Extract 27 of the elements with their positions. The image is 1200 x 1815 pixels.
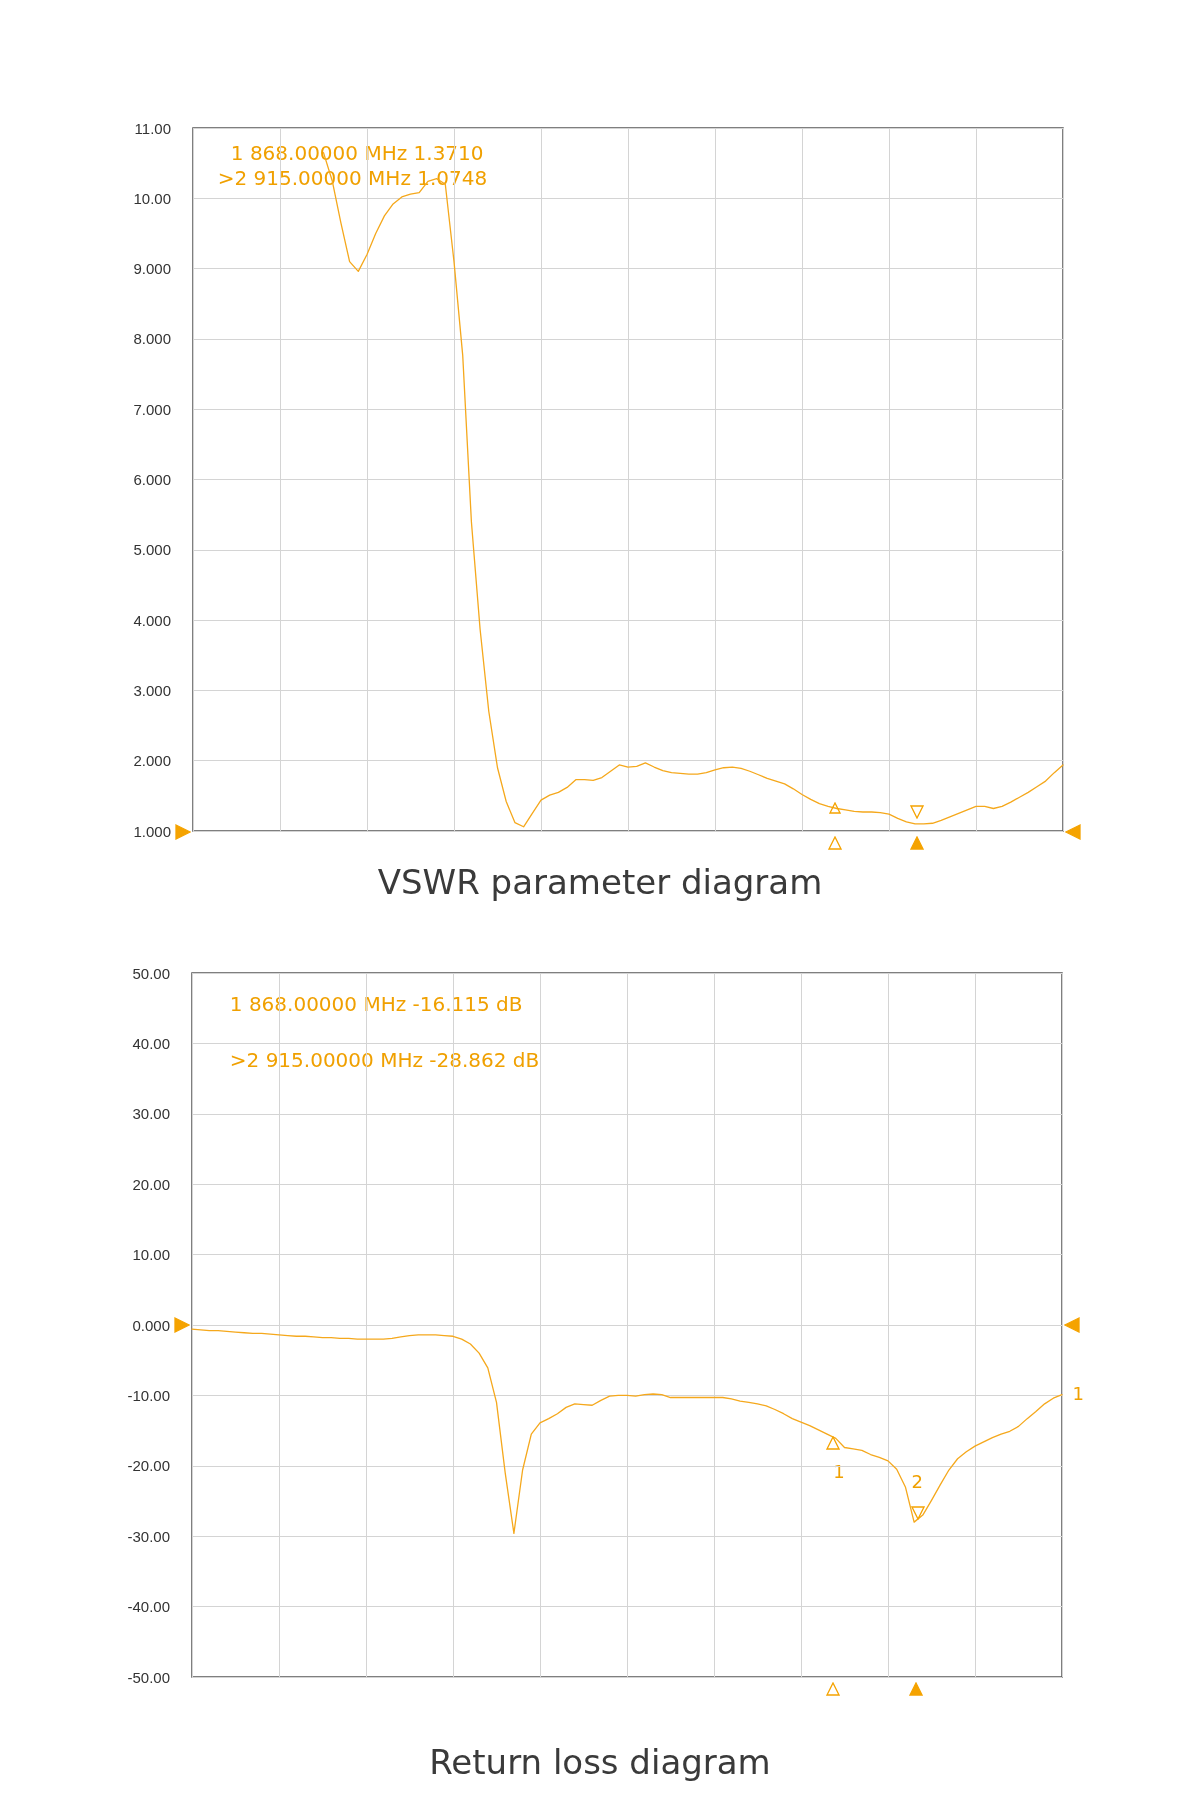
y-tick-label: 0.000	[132, 1316, 170, 1334]
annotation: 2	[911, 1471, 923, 1493]
y-tick-label: 8.000	[133, 330, 171, 348]
y-tick-label: 5.000	[133, 541, 171, 559]
y-tick-label: -10.00	[127, 1386, 170, 1404]
y-tick-label: 20.00	[132, 1175, 170, 1193]
y-tick-label: 3.000	[133, 681, 171, 699]
y-tick-label: 4.000	[133, 611, 171, 629]
text: 1	[1072, 1383, 1084, 1405]
y-tick-label: 1.000	[133, 822, 171, 840]
y-tick-label: 7.000	[133, 400, 171, 418]
y-tick-label: 40.00	[132, 1034, 170, 1052]
y-tick-label: 11.00	[134, 119, 171, 137]
y-tick-label: -20.00	[127, 1457, 170, 1475]
y-tick-label: 2.000	[133, 752, 171, 770]
text: VSWR parameter diagram	[377, 862, 823, 902]
y-tick-label: 6.000	[133, 471, 171, 488]
text: Return loss diagram	[429, 1742, 771, 1782]
y-tick-label: 30.00	[132, 1105, 170, 1123]
annotation: >2 915.00000 MHz -28.862 dB	[229, 1048, 540, 1073]
y-tick-label: 10.00	[132, 1246, 170, 1264]
y-tick-label: -30.00	[127, 1527, 170, 1545]
y-tick-label: 50.00	[132, 964, 170, 982]
y-tick-label: 9.000	[133, 260, 171, 278]
y-tick-label: -50.00	[127, 1668, 170, 1686]
y-tick-label: 10.00	[133, 189, 171, 207]
y-tick-label: -40.00	[127, 1598, 170, 1616]
